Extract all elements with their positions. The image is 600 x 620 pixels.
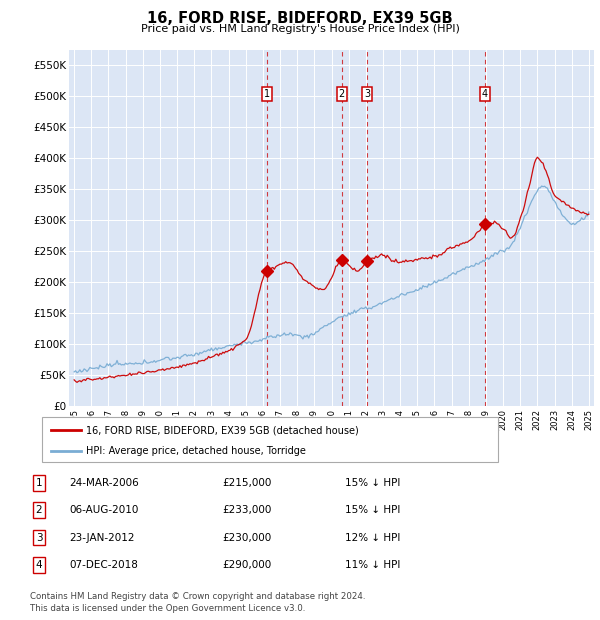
Text: 23-JAN-2012: 23-JAN-2012 bbox=[69, 533, 134, 542]
Text: 12% ↓ HPI: 12% ↓ HPI bbox=[345, 533, 400, 542]
Text: 24-MAR-2006: 24-MAR-2006 bbox=[69, 478, 139, 488]
Text: HPI: Average price, detached house, Torridge: HPI: Average price, detached house, Torr… bbox=[86, 446, 305, 456]
Text: 06-AUG-2010: 06-AUG-2010 bbox=[69, 505, 139, 515]
Text: 07-DEC-2018: 07-DEC-2018 bbox=[69, 560, 138, 570]
Text: 1: 1 bbox=[35, 478, 43, 488]
Text: 16, FORD RISE, BIDEFORD, EX39 5GB: 16, FORD RISE, BIDEFORD, EX39 5GB bbox=[147, 11, 453, 26]
Text: 16, FORD RISE, BIDEFORD, EX39 5GB (detached house): 16, FORD RISE, BIDEFORD, EX39 5GB (detac… bbox=[86, 425, 359, 435]
Text: 2: 2 bbox=[338, 89, 345, 99]
Text: 1: 1 bbox=[264, 89, 270, 99]
Text: 2: 2 bbox=[35, 505, 43, 515]
Text: 4: 4 bbox=[482, 89, 488, 99]
Text: 15% ↓ HPI: 15% ↓ HPI bbox=[345, 478, 400, 488]
Text: Price paid vs. HM Land Registry's House Price Index (HPI): Price paid vs. HM Land Registry's House … bbox=[140, 24, 460, 33]
Text: £233,000: £233,000 bbox=[222, 505, 271, 515]
Text: £215,000: £215,000 bbox=[222, 478, 271, 488]
Text: 15% ↓ HPI: 15% ↓ HPI bbox=[345, 505, 400, 515]
Text: 3: 3 bbox=[35, 533, 43, 542]
Text: £290,000: £290,000 bbox=[222, 560, 271, 570]
Text: Contains HM Land Registry data © Crown copyright and database right 2024.
This d: Contains HM Land Registry data © Crown c… bbox=[30, 591, 365, 613]
Text: 4: 4 bbox=[35, 560, 43, 570]
Text: £230,000: £230,000 bbox=[222, 533, 271, 542]
Text: 3: 3 bbox=[364, 89, 370, 99]
Text: 11% ↓ HPI: 11% ↓ HPI bbox=[345, 560, 400, 570]
